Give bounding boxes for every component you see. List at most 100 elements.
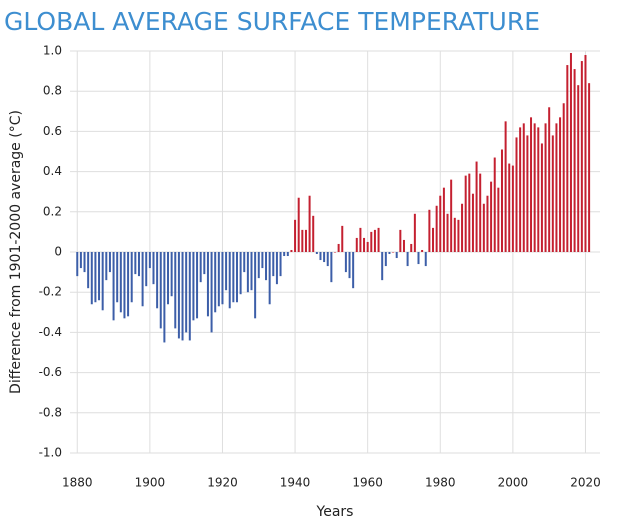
bar	[580, 61, 583, 252]
bar	[341, 225, 344, 252]
bar	[294, 219, 297, 252]
bar	[134, 252, 137, 275]
bar	[493, 157, 496, 252]
bar	[442, 187, 445, 252]
bar	[76, 252, 79, 277]
x-tick-label: 1880	[62, 476, 93, 490]
bar	[188, 252, 191, 341]
bar	[490, 181, 493, 252]
bar	[522, 123, 525, 252]
x-tick-label: 1980	[425, 476, 456, 490]
y-tick-label: 0.2	[43, 204, 62, 218]
bar	[243, 252, 246, 273]
bar	[116, 252, 119, 303]
bar	[268, 252, 271, 305]
bar	[533, 123, 536, 252]
bar	[217, 252, 220, 307]
bar	[537, 127, 540, 252]
y-tick-label: 0.6	[43, 124, 62, 138]
bar	[254, 252, 257, 319]
x-tick-label: 2020	[570, 476, 601, 490]
bar	[137, 252, 140, 277]
bar	[279, 252, 282, 277]
bar	[562, 103, 565, 252]
bar	[577, 85, 580, 252]
bar	[544, 123, 547, 252]
bar	[526, 135, 529, 252]
bar	[105, 252, 108, 281]
bar	[250, 252, 253, 291]
bar	[584, 55, 587, 252]
bar	[399, 229, 402, 252]
bar	[261, 252, 264, 269]
bar	[551, 135, 554, 252]
bar	[566, 65, 569, 252]
bar	[406, 252, 409, 267]
bar	[108, 252, 111, 273]
bar	[315, 252, 318, 255]
bar	[156, 252, 159, 309]
bar	[87, 252, 90, 289]
bar	[334, 252, 336, 253]
bar	[214, 252, 217, 313]
bar	[203, 252, 206, 275]
bar	[381, 252, 384, 281]
bar	[569, 53, 572, 253]
y-tick-label: 1.0	[43, 44, 62, 58]
bar	[326, 252, 329, 267]
x-tick-label: 1940	[280, 476, 311, 490]
bar	[79, 252, 82, 269]
bar	[192, 252, 195, 321]
y-tick-label: 0.4	[43, 164, 62, 178]
bar	[508, 163, 511, 252]
bar	[304, 229, 307, 252]
bar	[148, 252, 151, 269]
bar	[145, 252, 148, 287]
bar	[573, 69, 576, 252]
bar	[232, 252, 235, 303]
bar	[370, 231, 373, 252]
bar	[428, 209, 431, 252]
bar	[210, 252, 213, 333]
bar	[413, 213, 416, 252]
bar	[500, 149, 503, 252]
bar	[265, 252, 268, 281]
bar	[366, 241, 369, 252]
bar	[548, 107, 551, 252]
bar	[101, 252, 104, 311]
bar	[185, 252, 188, 333]
bar	[228, 252, 231, 309]
bar	[337, 243, 340, 252]
bar	[363, 237, 366, 252]
bar	[355, 237, 358, 252]
bar	[127, 252, 130, 317]
bar	[330, 252, 333, 283]
bar	[283, 252, 286, 257]
bar	[395, 252, 398, 259]
y-tick-label: -0.4	[39, 325, 62, 339]
bar	[167, 252, 170, 305]
bar	[98, 252, 101, 301]
bar	[141, 252, 144, 307]
bar	[152, 252, 155, 285]
x-tick-label: 1960	[352, 476, 383, 490]
x-axis-label: Years	[316, 504, 354, 520]
bar	[450, 179, 453, 252]
bar	[421, 249, 424, 252]
bar	[275, 252, 278, 285]
bar	[199, 252, 202, 283]
bar	[308, 195, 311, 252]
bar	[384, 252, 387, 267]
bar	[225, 252, 228, 291]
bar	[417, 252, 420, 265]
bar	[112, 252, 115, 321]
bar	[235, 252, 238, 303]
bar	[482, 203, 485, 252]
x-tick-label: 2000	[498, 476, 529, 490]
bar	[402, 239, 405, 252]
bar	[196, 252, 199, 319]
bar	[239, 252, 242, 295]
bar	[555, 123, 558, 252]
x-tick-label: 1920	[207, 476, 238, 490]
